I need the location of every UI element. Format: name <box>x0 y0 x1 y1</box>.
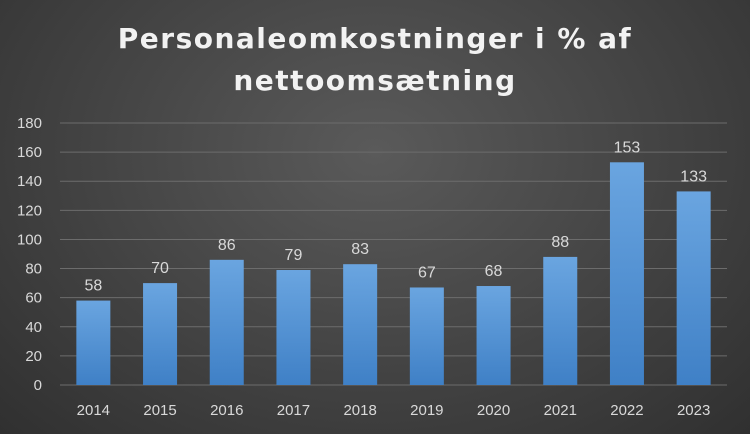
x-tick-label: 2021 <box>544 402 577 419</box>
bar-2019 <box>409 287 444 385</box>
y-tick-label: 40 <box>25 319 42 336</box>
x-tick-label: 2017 <box>277 402 310 419</box>
data-label-2020: 68 <box>485 263 503 280</box>
x-tick-label: 2020 <box>477 402 510 419</box>
bars <box>76 162 711 385</box>
y-tick-label: 160 <box>17 144 42 161</box>
y-tick-label: 0 <box>34 377 42 394</box>
chart-title: Personaleomkostninger i % af nettoomsætn… <box>0 18 750 102</box>
y-tick-label: 120 <box>17 202 42 219</box>
bar-2021 <box>543 256 578 385</box>
data-labels: 58 70 86 79 83 67 68 88 153 133 <box>84 139 707 294</box>
x-tick-label: 2018 <box>343 402 376 419</box>
x-tick-label: 2022 <box>610 402 643 419</box>
data-label-2023: 133 <box>680 168 707 185</box>
x-tick-label: 2019 <box>410 402 443 419</box>
data-label-2015: 70 <box>151 260 169 277</box>
y-tick-label: 80 <box>25 261 42 278</box>
x-tick-label: 2014 <box>77 402 110 419</box>
bar-2023 <box>676 191 711 385</box>
y-tick-label: 140 <box>17 173 42 190</box>
data-label-2019: 67 <box>418 264 436 281</box>
y-tick-label: 60 <box>25 290 42 307</box>
x-tick-label: 2015 <box>143 402 176 419</box>
bar-2014 <box>76 300 111 385</box>
y-tick-label: 100 <box>17 231 42 248</box>
data-label-2016: 86 <box>218 237 236 254</box>
bar-2020 <box>476 286 511 385</box>
bar-2018 <box>343 264 378 385</box>
x-tick-label: 2023 <box>677 402 710 419</box>
data-label-2022: 153 <box>614 139 641 156</box>
data-label-2014: 58 <box>84 278 102 295</box>
y-tick-label: 180 <box>17 115 42 132</box>
axis-labels: 0 20 40 60 80 100 120 140 160 180 2014 2015 2016 2017… <box>17 115 710 419</box>
y-tick-label: 20 <box>25 348 42 365</box>
bar-2017 <box>276 270 311 385</box>
bar-2022 <box>609 162 644 385</box>
chart-title-line-2: nettoomsætning <box>233 64 517 97</box>
data-label-2017: 79 <box>285 247 303 264</box>
data-label-2018: 83 <box>351 241 369 258</box>
bar-2015 <box>143 283 178 385</box>
x-tick-label: 2016 <box>210 402 243 419</box>
bar-2016 <box>209 259 244 385</box>
chart-title-line-1: Personaleomkostninger i % af <box>117 22 633 55</box>
data-label-2021: 88 <box>551 234 569 251</box>
